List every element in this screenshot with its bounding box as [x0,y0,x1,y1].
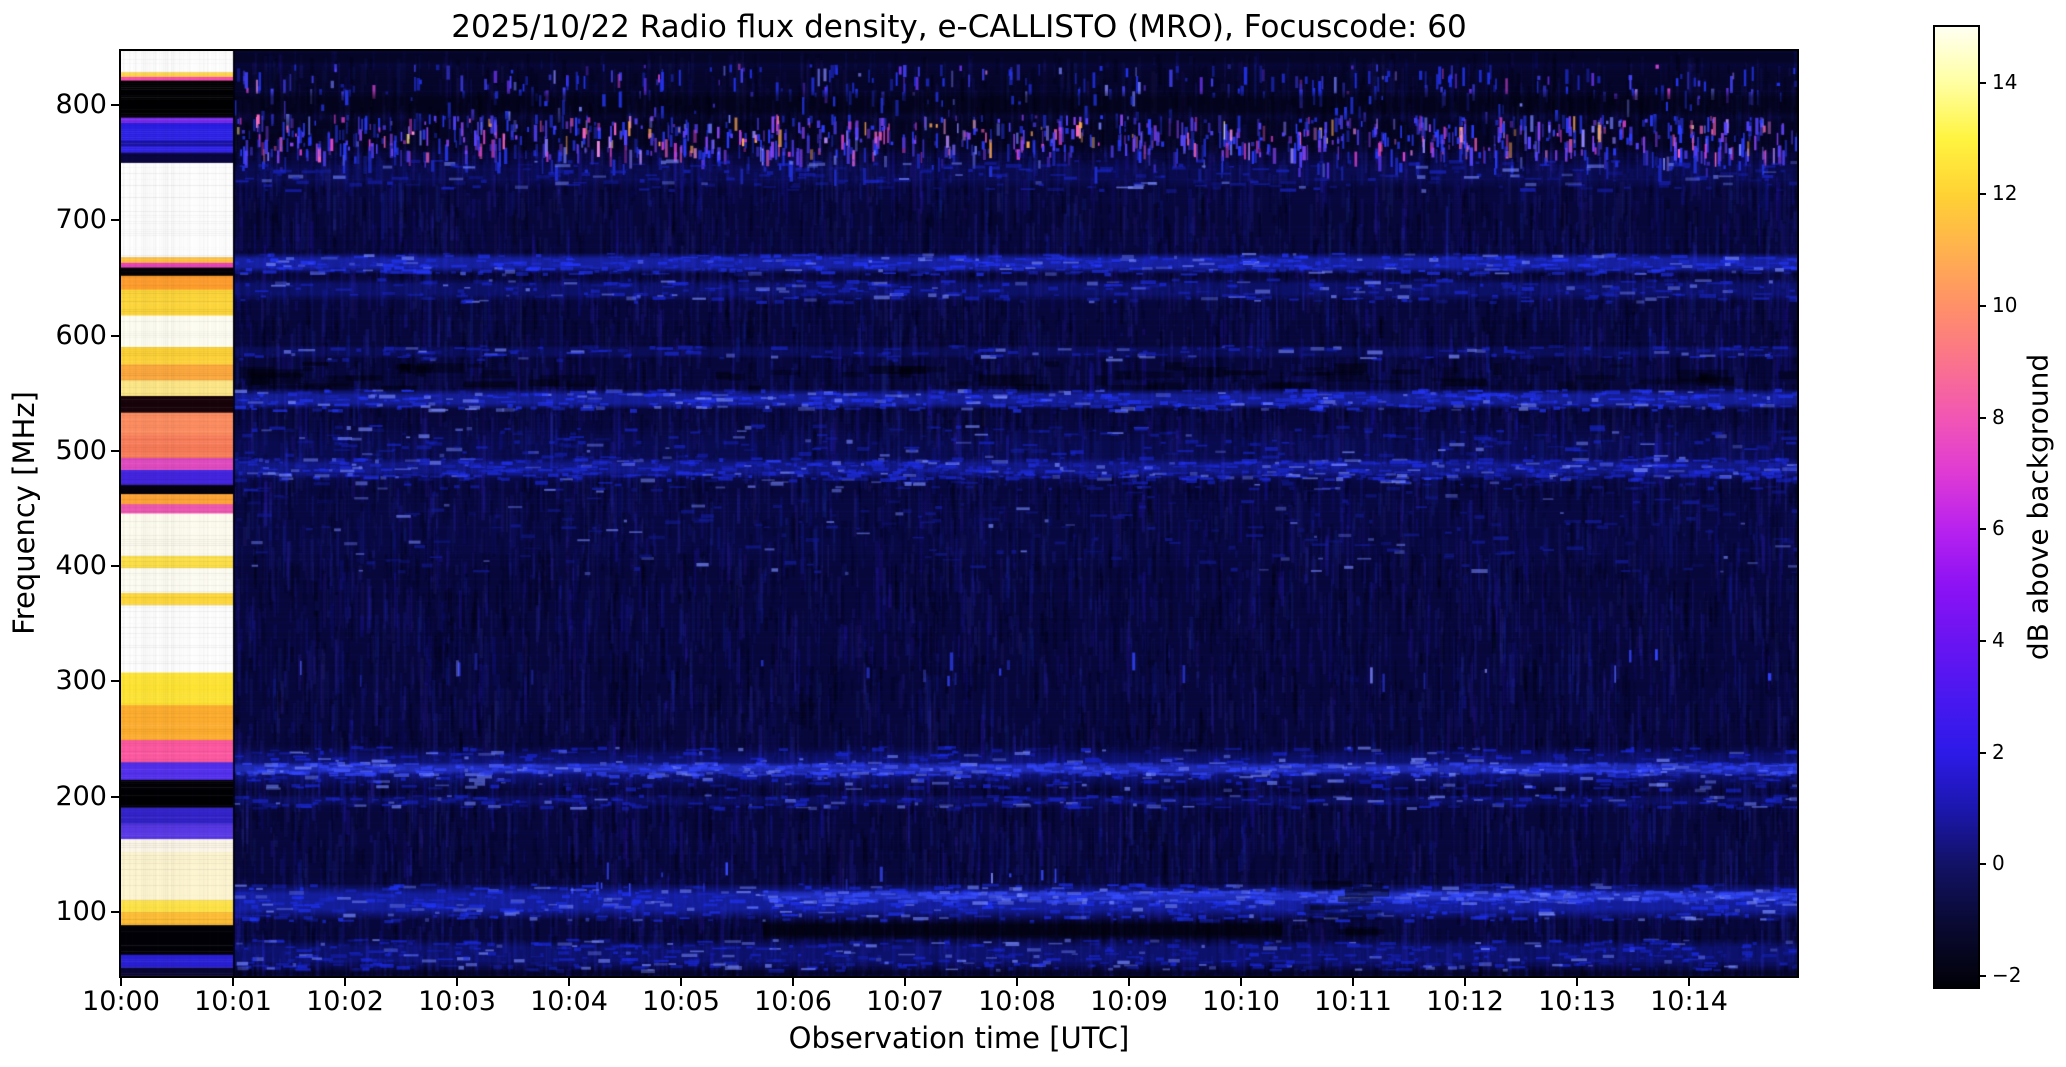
x-tick-label: 10:11 [1314,986,1392,1017]
x-tick-label: 10:03 [418,986,496,1017]
colorbar-tick-mark [1978,639,1986,642]
x-tick-mark [456,977,458,986]
spectrogram-canvas [121,51,1797,976]
colorbar-tick-label: 12 [1992,181,2018,206]
x-tick-label: 10:12 [1426,986,1504,1017]
y-tick-mark [111,565,119,568]
colorbar-tick-mark [1978,528,1986,531]
colorbar-tick-label: 0 [1992,851,2005,876]
x-tick-label: 10:07 [866,986,944,1017]
y-tick-mark [111,795,119,798]
colorbar-tick-label: 10 [1992,293,2018,318]
chart-title: 2025/10/22 Radio flux density, e-CALLIST… [451,9,1467,45]
y-tick-mark [111,911,119,914]
x-tick-mark [904,977,906,986]
colorbar-tick-mark [1978,193,1986,196]
colorbar-tick-label: 2 [1992,739,2005,764]
y-tick-label: 200 [55,780,107,812]
x-tick-mark [568,977,570,986]
x-tick-mark [120,977,122,986]
x-tick-label: 10:02 [306,986,384,1017]
y-tick-mark [111,104,119,107]
x-axis-label: Observation time [UTC] [788,1021,1130,1055]
y-tick-label: 800 [55,89,107,121]
x-tick-mark [1240,977,1242,986]
x-tick-mark [1352,977,1354,986]
x-tick-mark [1128,977,1130,986]
x-tick-label: 10:06 [754,986,832,1017]
y-tick-mark [111,449,119,452]
y-tick-label: 700 [55,204,107,236]
x-tick-label: 10:09 [1090,986,1168,1017]
x-tick-mark [344,977,346,986]
colorbar-label: dB above background [2021,353,2055,661]
colorbar-tick-mark [1978,974,1986,977]
y-tick-label: 600 [55,319,107,351]
x-tick-mark [1016,977,1018,986]
y-tick-label: 500 [55,434,107,466]
x-tick-label: 10:08 [978,986,1056,1017]
colorbar-tick-mark [1978,416,1986,419]
y-tick-label: 400 [55,550,107,582]
x-tick-label: 10:14 [1650,986,1728,1017]
colorbar-tick-mark [1978,305,1986,308]
x-tick-mark [1688,977,1690,986]
x-tick-mark [1464,977,1466,986]
y-axis-label: Frequency [MHz] [7,391,41,635]
colorbar-tick-label: 6 [1992,516,2005,541]
colorbar-tick-mark [1978,863,1986,866]
x-tick-label: 10:05 [642,986,720,1017]
y-tick-label: 300 [55,665,107,697]
x-tick-label: 10:00 [82,986,160,1017]
y-tick-mark [111,680,119,683]
y-tick-mark [111,219,119,222]
colorbar-tick-label: 8 [1992,404,2005,429]
x-tick-mark [792,977,794,986]
colorbar-tick-label: 14 [1992,69,2018,94]
x-tick-mark [680,977,682,986]
x-tick-label: 10:10 [1202,986,1280,1017]
colorbar [1933,25,1980,989]
x-tick-mark [232,977,234,986]
x-tick-label: 10:04 [530,986,608,1017]
colorbar-tick-mark [1978,81,1986,84]
x-tick-mark [1576,977,1578,986]
y-tick-mark [111,334,119,337]
x-tick-label: 10:13 [1538,986,1616,1017]
y-tick-label: 100 [55,896,107,928]
colorbar-tick-mark [1978,751,1986,754]
plot-frame [119,49,1799,978]
x-tick-label: 10:01 [194,986,272,1017]
colorbar-tick-label: 4 [1992,627,2005,652]
colorbar-tick-label: −2 [1992,962,2022,987]
